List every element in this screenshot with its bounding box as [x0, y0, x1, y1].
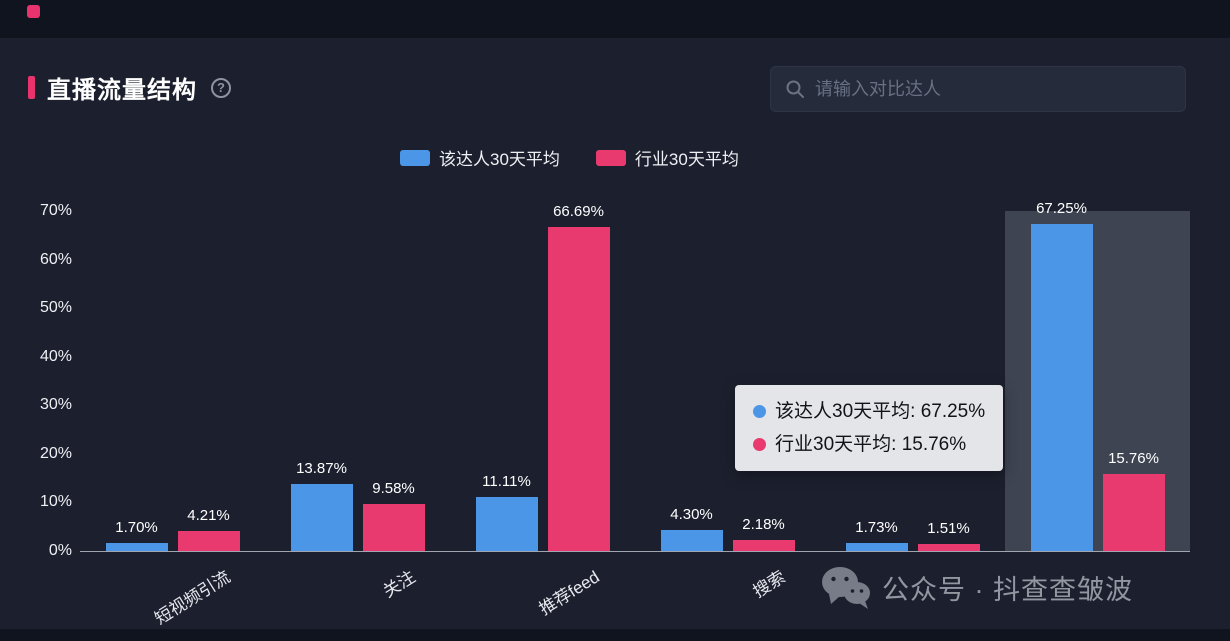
top-accent-mark: [27, 5, 40, 18]
bar-value-label: 13.87%: [296, 459, 347, 477]
bar-talent[interactable]: [845, 542, 908, 551]
search-input[interactable]: [815, 78, 1171, 100]
bar-talent[interactable]: [290, 483, 353, 551]
tooltip-row: 该达人30天平均: 67.25%: [753, 395, 985, 428]
top-bar: [0, 0, 1230, 38]
bar-value-label: 9.58%: [372, 480, 415, 498]
x-axis-label: 短视频引流: [151, 567, 234, 629]
y-axis-label: 0%: [48, 542, 72, 559]
legend-swatch-blue: [400, 149, 430, 166]
bar-industry[interactable]: [1102, 474, 1165, 551]
y-axis-label: 30%: [39, 396, 72, 414]
y-axis-label: 40%: [39, 347, 72, 365]
bar-talent[interactable]: [105, 542, 168, 551]
tooltip-dot-blue: [753, 405, 766, 418]
wechat-icon: [822, 567, 870, 609]
bar-talent[interactable]: [475, 497, 538, 551]
bar-talent[interactable]: [660, 530, 723, 551]
watermark: 公众号 · 抖查查皱波: [820, 565, 1133, 609]
x-axis-label: 搜索: [749, 567, 789, 602]
bar-value-label: 4.21%: [187, 506, 230, 524]
bar-industry[interactable]: [732, 540, 795, 551]
y-axis-label: 70%: [39, 202, 72, 219]
bar-value-label: 2.18%: [742, 516, 785, 534]
bottom-bar: [0, 629, 1230, 641]
tooltip-row: 行业30天平均: 15.76%: [753, 428, 985, 461]
y-axis-label: 50%: [39, 299, 72, 317]
bar-value-label: 66.69%: [553, 203, 604, 221]
bar-industry[interactable]: [547, 227, 610, 551]
legend-swatch-pink: [595, 149, 626, 166]
bar-industry[interactable]: [362, 504, 425, 551]
tooltip-dot-pink: [753, 438, 766, 451]
bar-value-label: 1.51%: [927, 519, 970, 537]
y-axis-label: 20%: [39, 444, 72, 462]
bar-value-label: 15.76%: [1108, 450, 1159, 468]
bar-industry[interactable]: [917, 543, 980, 551]
bar-value-label: 67.25%: [1036, 200, 1087, 218]
search-icon: [786, 80, 804, 98]
bar-value-label: 1.70%: [115, 518, 158, 536]
panel-header: 直播流量结构 ?: [28, 70, 231, 105]
chart-tooltip: 该达人30天平均: 67.25% 行业30天平均: 15.76%: [735, 385, 1004, 471]
x-axis-label: 推荐feed: [536, 567, 604, 619]
watermark-text: 公众号 · 抖查查皱波: [882, 574, 1133, 605]
help-icon[interactable]: ?: [211, 77, 231, 98]
y-axis-label: 60%: [39, 250, 72, 268]
title-accent-bar: [28, 76, 35, 99]
tooltip-text: 行业30天平均: 15.76%: [775, 434, 967, 455]
legend-label: 该达人30天平均: [439, 150, 560, 169]
y-axis-label: 10%: [39, 493, 72, 511]
legend-item-talent[interactable]: 该达人30天平均: [400, 145, 560, 170]
chart-legend: 该达人30天平均 行业30天平均: [400, 145, 739, 170]
bar-value-label: 1.73%: [855, 518, 898, 536]
x-axis-line: [80, 551, 1190, 552]
bar-value-label: 11.11%: [482, 473, 531, 491]
tooltip-text: 该达人30天平均: 67.25%: [775, 401, 986, 422]
bar-industry[interactable]: [177, 530, 240, 551]
search-box[interactable]: [770, 66, 1186, 112]
bar-talent[interactable]: [1030, 224, 1093, 551]
x-axis-label: 关注: [379, 567, 419, 602]
page-title: 直播流量结构: [47, 77, 197, 104]
legend-item-industry[interactable]: 行业30天平均: [595, 145, 739, 170]
bar-value-label: 4.30%: [670, 506, 713, 524]
legend-label: 行业30天平均: [634, 150, 739, 169]
bar-plot-area: 1.70% 4.21% 短视频引流 13.87% 9.58% 关注 11.11% 66.69%…: [80, 200, 1190, 628]
